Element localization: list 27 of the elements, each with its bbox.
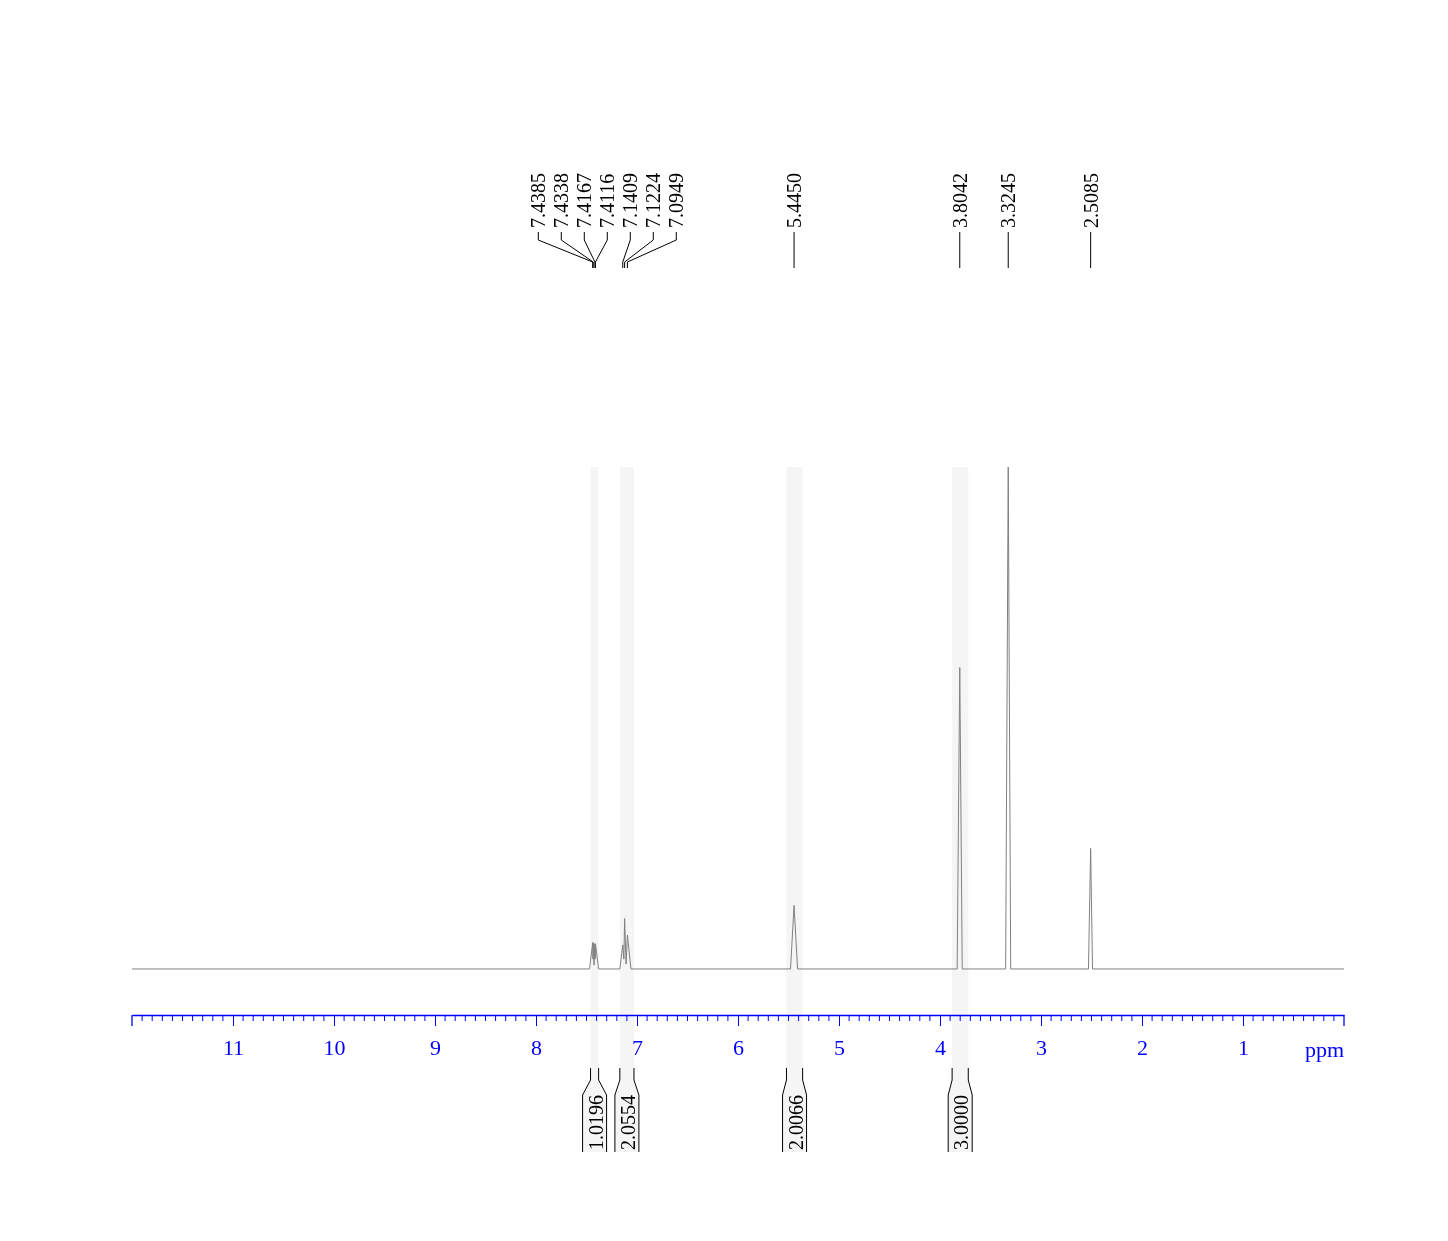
- x-tick-label: 2: [1137, 1034, 1148, 1060]
- x-tick-label: 4: [935, 1034, 946, 1060]
- annotation: 7.4385: [527, 173, 550, 228]
- annotation: 5.4450: [783, 173, 806, 228]
- annotation: 7.4116: [596, 173, 619, 228]
- annotation: 3.3245: [997, 173, 1020, 228]
- x-tick-label: 6: [733, 1034, 744, 1060]
- annotation: 3.8042: [948, 173, 971, 228]
- annotation: 7.1224: [642, 173, 665, 228]
- band-label: 2.0554: [616, 1095, 639, 1150]
- x-tick-label: 3: [1036, 1034, 1047, 1060]
- x-tick-label: 5: [834, 1034, 845, 1060]
- band-label: 1.0196: [584, 1095, 607, 1150]
- annotation: 7.4167: [573, 173, 596, 228]
- annotation: 2.5085: [1079, 173, 1102, 228]
- annotation: 7.4338: [550, 173, 573, 228]
- band-label: 3.0000: [950, 1095, 973, 1150]
- x-tick-label: 10: [323, 1034, 346, 1060]
- x-tick-label: 1: [1238, 1034, 1249, 1060]
- annotation: 7.0949: [665, 173, 688, 228]
- x-axis-title: ppm: [1304, 1037, 1344, 1062]
- x-tick-label: 11: [222, 1034, 245, 1060]
- band-label: 2.0066: [784, 1095, 807, 1150]
- annotation: 7.1409: [619, 173, 642, 228]
- x-tick-label: 8: [531, 1034, 542, 1060]
- x-tick-label: 9: [430, 1034, 441, 1060]
- x-tick-label: 7: [632, 1034, 643, 1060]
